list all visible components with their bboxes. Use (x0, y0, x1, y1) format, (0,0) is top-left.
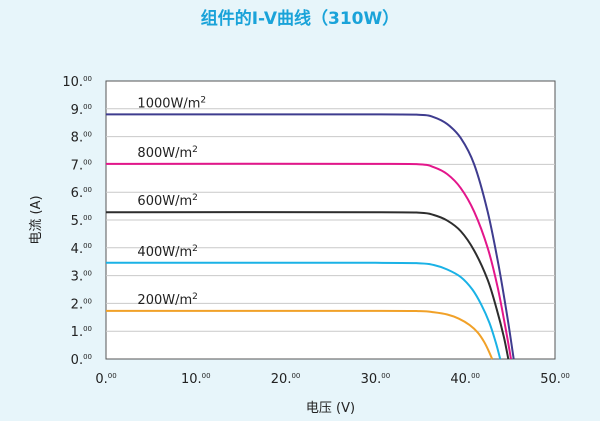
series-label: 1000W/m2 (137, 95, 206, 111)
x-tick-label: 20.00 (271, 372, 301, 387)
x-axis-ticks: 0.00 10.00 20.00 30.00 40.00 50.00 (95, 372, 569, 387)
y-axis-ticks: 0.00 1.00 2.00 3.00 4.00 5.00 6.00 7.00 8.00 9.00… (62, 75, 92, 368)
y-tick-label: 0.00 (71, 353, 92, 368)
y-axis-label: 电流 (A) (29, 195, 44, 244)
y-tick-label: 7.00 (71, 158, 92, 173)
y-tick-label: 3.00 (71, 270, 92, 285)
series-label: 600W/m2 (137, 193, 197, 209)
series-line (105, 261, 502, 360)
series-line (105, 162, 512, 360)
chart-title: 组件的I-V曲线（310W） (201, 8, 400, 29)
grid-lines (106, 108, 555, 332)
series-label: 400W/m2 (137, 244, 197, 260)
series-line (105, 113, 515, 360)
y-tick-label: 8.00 (71, 131, 92, 146)
series-labels: 1000W/m2 800W/m2 600W/m2 400W/m2 200W/m2 (137, 95, 206, 308)
x-tick-label: 40.00 (450, 372, 480, 387)
series-label: 800W/m2 (137, 145, 197, 161)
y-tick-label: 4.00 (71, 242, 92, 257)
x-tick-label: 0.00 (95, 372, 116, 387)
x-tick-label: 10.00 (181, 372, 211, 387)
y-tick-label: 6.00 (71, 186, 92, 201)
series-label: 200W/m2 (137, 292, 197, 308)
y-tick-label: 9.00 (71, 103, 92, 118)
y-tick-label: 10.00 (62, 75, 92, 90)
series-lines (105, 113, 515, 360)
x-tick-label: 50.00 (540, 372, 570, 387)
y-tick-label: 5.00 (71, 214, 92, 229)
y-tick-label: 1.00 (71, 325, 92, 340)
series-line (105, 211, 510, 360)
series-line (105, 309, 494, 360)
x-tick-label: 30.00 (361, 372, 391, 387)
y-tick-label: 2.00 (71, 297, 92, 312)
x-axis-label: 电压 (V) (306, 401, 355, 416)
